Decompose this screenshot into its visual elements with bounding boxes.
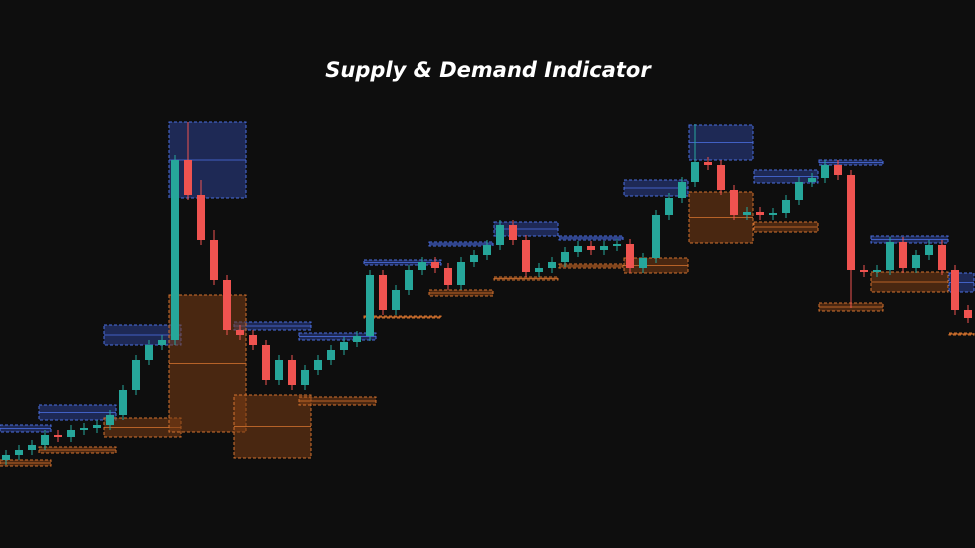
candle-body xyxy=(834,165,842,175)
candle-body xyxy=(678,182,686,198)
candle-body xyxy=(210,240,218,280)
candle-body xyxy=(886,242,894,270)
candle-body xyxy=(366,275,374,336)
candle-body xyxy=(54,435,62,437)
candle-body xyxy=(67,430,75,437)
candle-body xyxy=(93,425,101,428)
candle-body xyxy=(925,245,933,255)
candle-body xyxy=(613,244,621,246)
candle-body xyxy=(184,160,192,195)
candle-body xyxy=(2,455,10,460)
candle-body xyxy=(574,246,582,252)
candle-body xyxy=(431,262,439,268)
candle-body xyxy=(938,245,946,270)
candle-body xyxy=(340,342,348,350)
candle-body xyxy=(353,336,361,342)
candle-body xyxy=(405,270,413,290)
candles xyxy=(2,122,972,465)
candle-body xyxy=(314,360,322,370)
candle-body xyxy=(769,213,777,215)
candle-body xyxy=(730,190,738,215)
candle-body xyxy=(327,350,335,360)
candle-body xyxy=(223,280,231,330)
candle-body xyxy=(873,270,881,272)
candle-body xyxy=(847,175,855,270)
candle-body xyxy=(951,270,959,310)
candle-body xyxy=(470,255,478,262)
candle-body xyxy=(509,225,517,240)
candle-body xyxy=(717,165,725,190)
candle-body xyxy=(665,198,673,215)
candle-body xyxy=(145,345,153,360)
candle-body xyxy=(106,415,114,425)
candle-body xyxy=(587,246,595,250)
candle-body xyxy=(28,445,36,450)
candle-body xyxy=(600,246,608,250)
candle-body xyxy=(548,262,556,268)
candle-body xyxy=(639,258,647,268)
candle-body xyxy=(704,162,712,165)
candle-body xyxy=(964,310,972,318)
candle-body xyxy=(392,290,400,310)
candle-body xyxy=(379,275,387,310)
candle-body xyxy=(301,370,309,385)
candle-body xyxy=(132,360,140,390)
candle-body xyxy=(444,268,452,285)
candle-body xyxy=(535,268,543,272)
candle-body xyxy=(249,335,257,345)
candle-body xyxy=(691,162,699,182)
candle-body xyxy=(483,245,491,255)
candle-body xyxy=(80,428,88,430)
candle-body xyxy=(171,160,179,340)
candle-body xyxy=(782,200,790,213)
candle-body xyxy=(418,262,426,270)
candle-body xyxy=(821,165,829,178)
candle-body xyxy=(626,244,634,268)
candle-body xyxy=(522,240,530,272)
candle-body xyxy=(496,225,504,245)
candle-body xyxy=(743,212,751,215)
chart-title: Supply & Demand Indicator xyxy=(325,58,652,82)
candle-body xyxy=(795,182,803,200)
candle-body xyxy=(912,255,920,268)
candle-body xyxy=(756,212,764,215)
candle-body xyxy=(860,270,868,272)
candle-body xyxy=(119,390,127,415)
candle-body xyxy=(652,215,660,258)
candle-body xyxy=(15,450,23,455)
candle-body xyxy=(236,330,244,335)
candle-body xyxy=(158,340,166,345)
candle-body xyxy=(288,360,296,385)
candle-body xyxy=(899,242,907,268)
candle-body xyxy=(197,195,205,240)
candle-body xyxy=(262,345,270,380)
candle-body xyxy=(808,178,816,182)
candle-body xyxy=(41,435,49,445)
candle-body xyxy=(457,262,465,285)
candle-body xyxy=(561,252,569,262)
candle-body xyxy=(275,360,283,380)
